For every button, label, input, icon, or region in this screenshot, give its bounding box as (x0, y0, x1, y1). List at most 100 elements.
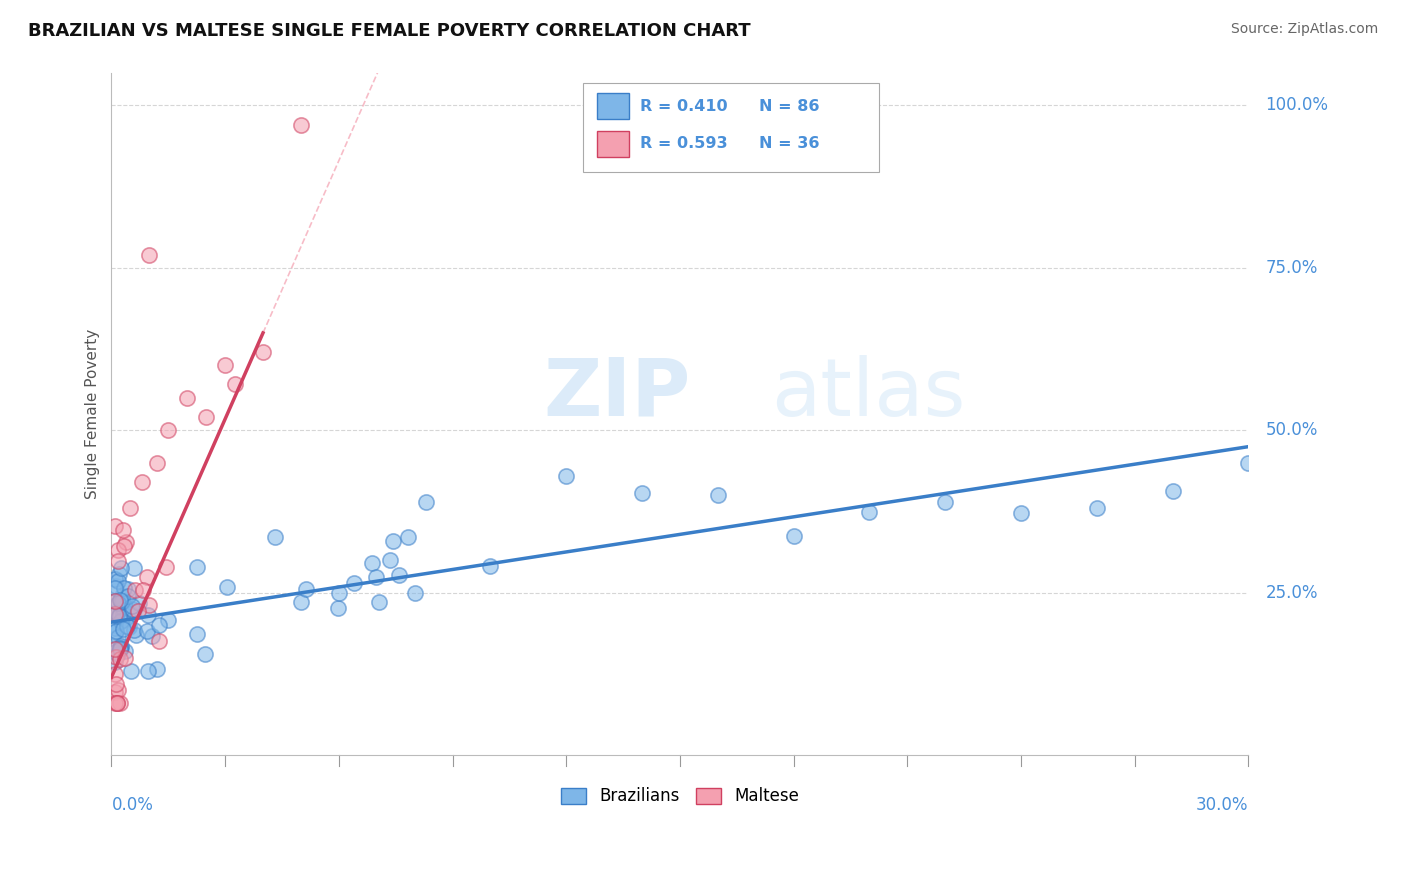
Point (146, 662, 169, 676)
Text: ZIP: ZIP (544, 355, 690, 433)
Point (104, 666, 127, 681)
Text: 25.0%: 25.0% (1265, 584, 1317, 602)
Text: R = 0.593: R = 0.593 (640, 136, 728, 152)
Point (136, 570, 159, 584)
Point (136, 664, 159, 678)
Point (157, 424, 180, 438)
Text: R = 0.410: R = 0.410 (640, 99, 728, 114)
Point (195, 410, 218, 425)
Point (112, 607, 135, 621)
Point (186, 560, 208, 574)
Point (110, 640, 132, 655)
Point (104, 655, 127, 669)
Point (782, 529, 804, 543)
Point (631, 485, 654, 500)
Point (104, 677, 127, 691)
Point (128, 604, 150, 618)
Point (555, 468, 578, 483)
Point (122, 623, 145, 637)
Point (252, 345, 274, 359)
Point (214, 359, 236, 373)
Point (104, 697, 127, 711)
Point (105, 606, 128, 620)
Point (117, 582, 139, 597)
Point (111, 594, 134, 608)
Point (148, 633, 170, 648)
Point (124, 560, 146, 574)
Text: 75.0%: 75.0% (1265, 259, 1317, 277)
Text: BRAZILIAN VS MALTESE SINGLE FEMALE POVERTY CORRELATION CHART: BRAZILIAN VS MALTESE SINGLE FEMALE POVER… (28, 22, 751, 40)
Point (104, 624, 127, 639)
Point (107, 542, 129, 557)
Point (104, 618, 127, 632)
Point (105, 697, 128, 711)
Point (104, 645, 127, 659)
Text: 100.0%: 100.0% (1265, 96, 1329, 114)
Point (105, 624, 128, 639)
Point (111, 601, 134, 615)
Point (858, 505, 880, 519)
Text: 30.0%: 30.0% (1197, 797, 1249, 814)
Point (120, 664, 142, 678)
Point (108, 697, 131, 711)
Point (107, 567, 129, 582)
Point (1161, 484, 1184, 499)
Point (107, 596, 129, 610)
Point (263, 530, 285, 544)
Point (108, 592, 131, 607)
Point (479, 558, 502, 573)
Point (111, 613, 134, 627)
Point (110, 614, 132, 628)
Point (128, 596, 150, 610)
Point (934, 495, 956, 509)
Point (114, 535, 136, 549)
Text: N = 36: N = 36 (759, 136, 820, 152)
Point (104, 593, 127, 607)
Point (112, 539, 135, 553)
Point (104, 594, 127, 608)
Point (107, 682, 129, 697)
Point (294, 582, 316, 596)
Text: Source: ZipAtlas.com: Source: ZipAtlas.com (1230, 22, 1378, 37)
Point (125, 628, 148, 642)
Point (217, 580, 239, 594)
Point (186, 626, 208, 640)
Text: N = 86: N = 86 (759, 99, 820, 114)
Point (415, 494, 437, 508)
Point (114, 651, 136, 665)
Point (120, 607, 142, 622)
Point (104, 582, 127, 596)
Point (290, 118, 312, 132)
Point (117, 620, 139, 634)
FancyBboxPatch shape (583, 83, 879, 172)
Point (107, 630, 129, 644)
Point (111, 623, 134, 637)
Point (328, 586, 350, 600)
Bar (598, 94, 628, 120)
Point (364, 570, 387, 584)
Point (112, 523, 135, 537)
Point (146, 456, 169, 470)
Bar (598, 131, 628, 157)
Point (114, 644, 136, 658)
Point (110, 561, 132, 575)
Point (131, 475, 153, 490)
Point (1085, 501, 1108, 516)
Point (110, 640, 132, 654)
Point (707, 487, 730, 501)
Point (378, 553, 401, 567)
Point (1237, 456, 1260, 470)
Point (108, 607, 131, 621)
Point (121, 599, 143, 614)
Point (112, 594, 135, 608)
Point (110, 652, 132, 666)
Point (328, 600, 350, 615)
Point (108, 642, 131, 657)
Point (105, 579, 128, 593)
Point (404, 586, 426, 600)
Point (368, 595, 391, 609)
Point (157, 613, 180, 627)
Point (360, 556, 382, 570)
Point (136, 624, 159, 639)
Point (107, 554, 129, 568)
